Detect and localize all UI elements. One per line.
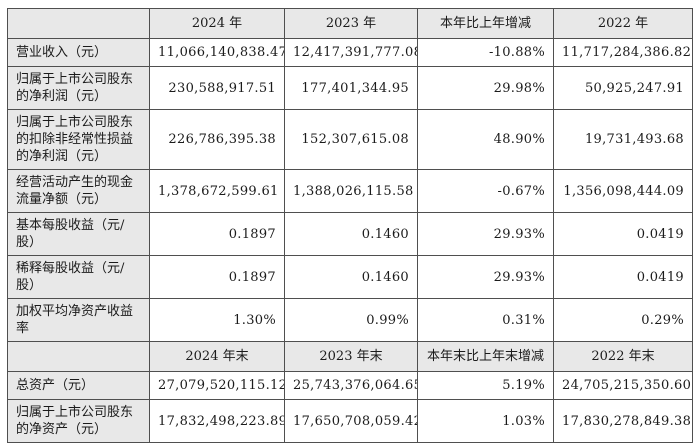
cell-value: 25,743,376,064.65 (284, 371, 418, 400)
row-label: 归属于上市公司股东的扣除非经常性损益的净利润（元） (7, 109, 150, 170)
row-label: 归属于上市公司股东的净利润（元） (7, 66, 150, 110)
cell-value: 17,832,498,223.89 (149, 399, 285, 443)
column-header: 2022 年末 (553, 341, 693, 372)
cell-value: 11,066,140,838.47 (149, 38, 285, 67)
cell-value: 0.1460 (284, 255, 418, 299)
cell-value: 1.03% (417, 399, 554, 443)
column-header: 2024 年末 (149, 341, 285, 372)
corner-cell (7, 8, 150, 39)
cell-value: 1.30% (149, 298, 285, 342)
cell-value: 17,830,278,849.38 (553, 399, 693, 443)
cell-value: 230,588,917.51 (149, 66, 285, 110)
column-header: 2022 年 (553, 8, 693, 39)
cell-value: 29.98% (417, 66, 554, 110)
cell-value: 24,705,215,350.60 (553, 371, 693, 400)
row-label: 加权平均净资产收益率 (7, 298, 150, 342)
row-label: 总资产（元） (7, 371, 150, 400)
cell-value: -10.88% (417, 38, 554, 67)
row-label: 基本每股收益（元/股） (7, 212, 150, 256)
table-row: 归属于上市公司股东的扣除非经常性损益的净利润（元） 226,786,395.38 1… (7, 109, 693, 170)
table-row: 加权平均净资产收益率 1.30% 0.99% 0.31% 0.29% (7, 298, 693, 342)
cell-value: 0.0419 (553, 212, 693, 256)
cell-value: 19,731,493.68 (553, 109, 693, 170)
cell-value: 152,307,615.08 (284, 109, 418, 170)
column-header: 本年末比上年末增减 (417, 341, 554, 372)
cell-value: 0.99% (284, 298, 418, 342)
cell-value: 48.90% (417, 109, 554, 170)
cell-value: 17,650,708,059.42 (284, 399, 418, 443)
cell-value: -0.67% (417, 169, 554, 213)
column-header: 2023 年 (284, 8, 418, 39)
cell-value: 0.1897 (149, 255, 285, 299)
cell-value: 226,786,395.38 (149, 109, 285, 170)
cell-value: 0.29% (553, 298, 693, 342)
row-label: 营业收入（元） (7, 38, 150, 67)
table-row: 稀释每股收益（元/股） 0.1897 0.1460 29.93% 0.0419 (7, 255, 693, 299)
table-row: 归属于上市公司股东的净资产（元） 17,832,498,223.89 17,650,… (7, 399, 693, 443)
cell-value: 0.1897 (149, 212, 285, 256)
cell-value: 0.31% (417, 298, 554, 342)
cell-value: 5.19% (417, 371, 554, 400)
cell-value: 11,717,284,386.82 (553, 38, 693, 67)
corner-cell (7, 341, 150, 372)
table-row: 归属于上市公司股东的净利润（元） 230,588,917.51 177,401,34… (7, 66, 693, 110)
cell-value: 50,925,247.91 (553, 66, 693, 110)
row-label: 经营活动产生的现金流量净额（元） (7, 169, 150, 213)
column-header: 2024 年 (149, 8, 285, 39)
cell-value: 29.93% (417, 212, 554, 256)
financial-table-body: 2024 年 2023 年本年比上年增减 2022 年营业收入（元） 11,066,1… (7, 8, 693, 443)
cell-value: 0.1460 (284, 212, 418, 256)
cell-value: 0.0419 (553, 255, 693, 299)
table-row: 营业收入（元） 11,066,140,838.47 12,417,391,777.0… (7, 38, 693, 67)
cell-value: 177,401,344.95 (284, 66, 418, 110)
cell-value: 1,388,026,115.58 (284, 169, 418, 213)
cell-value: 27,079,520,115.12 (149, 371, 285, 400)
cell-value: 1,378,672,599.61 (149, 169, 285, 213)
report-page: 2024 年 2023 年本年比上年增减 2022 年营业收入（元） 11,066,1… (7, 8, 693, 443)
cell-value: 12,417,391,777.08 (284, 38, 418, 67)
column-header: 本年比上年增减 (417, 8, 554, 39)
table-row: 基本每股收益（元/股） 0.1897 0.1460 29.93% 0.0419 (7, 212, 693, 256)
header-row-section-1: 2024 年 2023 年本年比上年增减 2022 年 (7, 8, 693, 39)
table-row: 总资产（元） 27,079,520,115.12 25,743,376,064.65… (7, 371, 693, 400)
cell-value: 1,356,098,444.09 (553, 169, 693, 213)
column-header: 2023 年末 (284, 341, 418, 372)
row-label: 归属于上市公司股东的净资产（元） (7, 399, 150, 443)
financial-summary-table: 2024 年 2023 年本年比上年增减 2022 年营业收入（元） 11,066,1… (7, 8, 693, 443)
table-row: 经营活动产生的现金流量净额（元） 1,378,672,599.61 1,388,02… (7, 169, 693, 213)
header-row-section-2: 2024 年末 2023 年末 本年末比上年末增减 2022 年末 (7, 341, 693, 372)
row-label: 稀释每股收益（元/股） (7, 255, 150, 299)
cell-value: 29.93% (417, 255, 554, 299)
